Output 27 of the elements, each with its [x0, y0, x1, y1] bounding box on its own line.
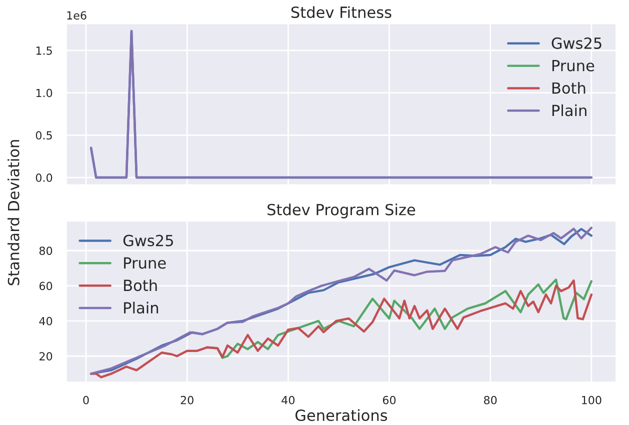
legend-label: Plain — [124, 302, 158, 314]
y-tick-label: 40 — [39, 316, 52, 326]
legend-label: Both — [552, 82, 586, 94]
text: 1e6 — [67, 11, 86, 20]
chart-title: Stdev Program Size — [268, 204, 416, 218]
y-tick-label: 60 — [39, 282, 52, 290]
chart-title: Stdev Fitness — [291, 6, 392, 18]
x-tick-label: 20 — [180, 396, 194, 404]
legend-label: Both — [124, 279, 157, 292]
legend-label: Plain — [552, 104, 586, 116]
x-tick-label: 80 — [484, 396, 497, 404]
x-tick-label: 0 — [83, 396, 89, 404]
legend-label: Gws25 — [552, 37, 602, 49]
legend-label: Prune — [124, 257, 166, 269]
y-tick-label: 0.5 — [36, 131, 52, 140]
y-tick-label: 1.5 — [36, 46, 52, 55]
x-tick-label: 60 — [382, 396, 396, 404]
y-axis-title: Standard Deviation — [8, 140, 20, 286]
y-tick-label: 80 — [39, 246, 52, 256]
legend-label: Gws25 — [123, 234, 173, 246]
y-tick-label: 20 — [40, 352, 52, 361]
legend-label: Prune — [552, 60, 594, 72]
x-axis-title: Generations — [295, 409, 388, 422]
y-tick-label: 0.0 — [36, 173, 52, 182]
y-tick-label: 1.0 — [36, 88, 52, 98]
x-tick-label: 100 — [582, 396, 602, 404]
x-tick-label: 40 — [282, 396, 294, 404]
